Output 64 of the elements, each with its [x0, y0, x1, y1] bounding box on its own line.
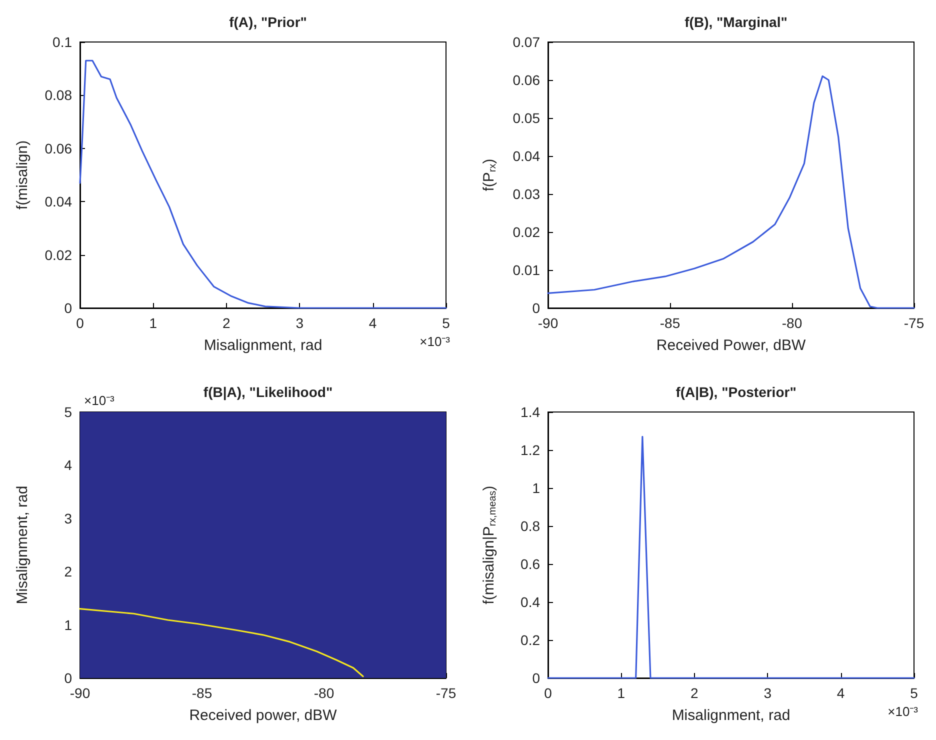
chart-title: f(B), "Marginal"	[684, 14, 788, 30]
y-tick-label: 0.03	[512, 186, 540, 202]
x-tick-label: 4	[368, 315, 377, 331]
x-tick-label: 2	[222, 315, 230, 331]
y-tick-label: 0.01	[512, 262, 540, 278]
y-tick-label: 0.06	[44, 140, 72, 156]
x-tick-label: -85	[192, 685, 212, 701]
y-tick-label: 0.02	[512, 224, 540, 240]
x-tick-label: 2	[690, 685, 698, 701]
x-tick-label: -80	[782, 315, 802, 331]
chart-title: f(B|A), "Likelihood"	[203, 384, 333, 401]
y-tick-label: 0.04	[44, 194, 72, 210]
x-axis-title: Misalignment, rad	[204, 337, 322, 354]
x-tick-label: 5	[442, 315, 450, 331]
x-tick-label: 1	[149, 315, 158, 331]
x-tick-label: 1	[617, 685, 626, 701]
y-tick-label: 0.06	[512, 72, 540, 88]
y-tick-label: 0.07	[512, 34, 540, 50]
y-axis-title: f(misalign|Prx,meas)	[480, 486, 498, 604]
y-axis-title: f(Prx)	[480, 158, 498, 192]
y-tick-label: 5	[64, 404, 72, 420]
x-tick-label: -85	[660, 315, 680, 331]
x-axis-title: Received power, dBW	[189, 707, 338, 724]
y-tick-label: 0.4	[520, 594, 540, 610]
x-tick-label: 3	[296, 315, 304, 331]
y-tick-label: 0.2	[520, 632, 540, 648]
x-axis-title: Misalignment, rad	[672, 707, 790, 724]
y-tick-label: 1.2	[520, 442, 540, 458]
y-tick-label: 1	[64, 616, 72, 633]
y-tick-label: 0.05	[512, 110, 540, 126]
x-tick-label: 0	[76, 315, 84, 331]
x-tick-label: 3	[764, 685, 772, 701]
text: ×10⁻³	[888, 704, 919, 719]
x-axis-title: Received Power, dBW	[656, 337, 806, 354]
x-tick-label: -75	[904, 315, 924, 331]
y-tick-label: 0.8	[520, 518, 540, 534]
y-tick-label: 0	[64, 300, 72, 316]
text: ×10⁻³	[420, 334, 451, 349]
x-tick-label: 4	[836, 685, 845, 701]
y-tick-label: 0.04	[512, 148, 540, 164]
y-axis-title: f(misalign)	[14, 140, 31, 210]
y-tick-label: 2	[64, 564, 72, 580]
x-tick-label: 5	[910, 685, 918, 701]
line-series	[79, 608, 364, 678]
y-tick-label: 0	[64, 670, 72, 686]
x-tick-label: -90	[538, 315, 558, 331]
chart-title: f(A|B), "Posterior"	[676, 384, 796, 401]
y-tick-label: 4	[64, 457, 72, 474]
y-tick-label: 0	[532, 670, 540, 686]
y-tick-label: 0.08	[44, 87, 72, 104]
y-tick-label: 3	[64, 510, 72, 526]
x-tick-label: -80	[314, 685, 334, 701]
y-tick-label: 0	[532, 300, 540, 316]
y-tick-label: 0.6	[520, 556, 540, 572]
y-tick-label: 1.4	[520, 404, 540, 420]
x-tick-label: 0	[544, 685, 552, 701]
chart-title: f(A), "Prior"	[229, 14, 307, 30]
x-tick-label: -75	[436, 685, 456, 701]
y-tick-label: 0.1	[52, 34, 72, 50]
text: ×10⁻³	[84, 393, 116, 408]
x-tick-label: -90	[70, 685, 90, 701]
y-tick-label: 1	[532, 480, 540, 496]
y-tick-label: 0.02	[44, 246, 72, 263]
y-axis-title: Misalignment, rad	[14, 486, 31, 604]
